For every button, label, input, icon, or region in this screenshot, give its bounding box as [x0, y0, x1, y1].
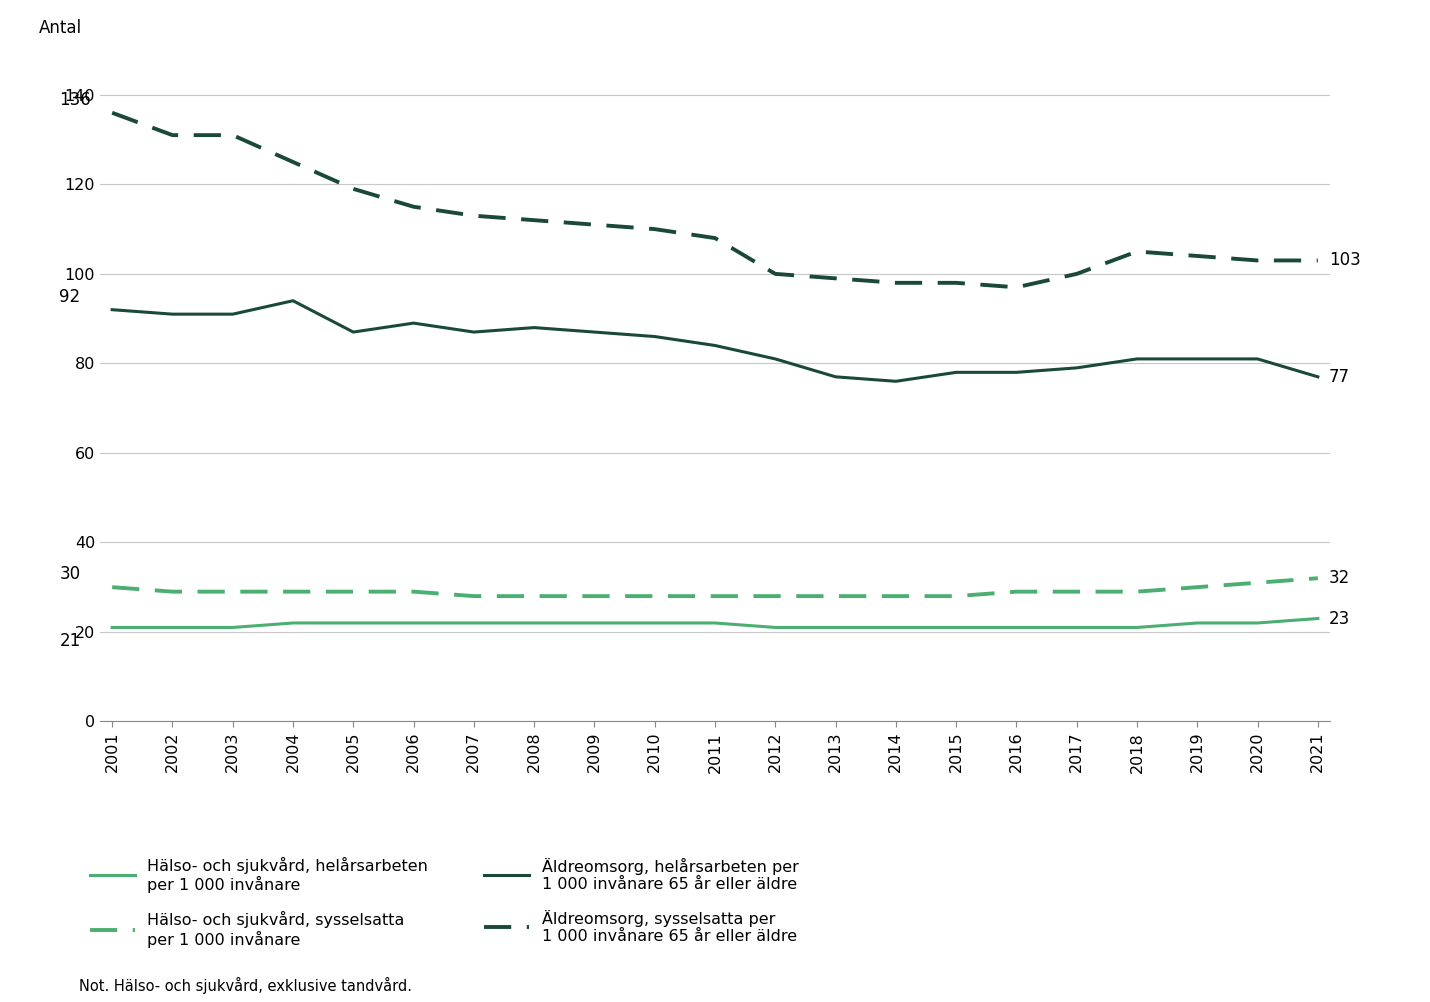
Text: 21: 21 — [60, 631, 80, 649]
Text: 32: 32 — [1328, 569, 1350, 587]
Text: Antal: Antal — [39, 19, 82, 37]
Text: Not. Hälso- och sjukvård, exklusive tandvård.
Källa: Eigen beräkning utifrån SCB: Not. Hälso- och sjukvård, exklusive tand… — [79, 977, 453, 1002]
Text: 77: 77 — [1328, 368, 1350, 386]
Text: 103: 103 — [1328, 252, 1361, 270]
Text: 92: 92 — [60, 288, 80, 306]
Text: 30: 30 — [60, 565, 80, 583]
Text: 23: 23 — [1328, 609, 1350, 627]
Legend: Hälso- och sjukvård, helårsarbeten
per 1 000 invånare, Hälso- och sjukvård, syss: Hälso- och sjukvård, helårsarbeten per 1… — [83, 851, 805, 954]
Text: 136: 136 — [60, 90, 92, 108]
